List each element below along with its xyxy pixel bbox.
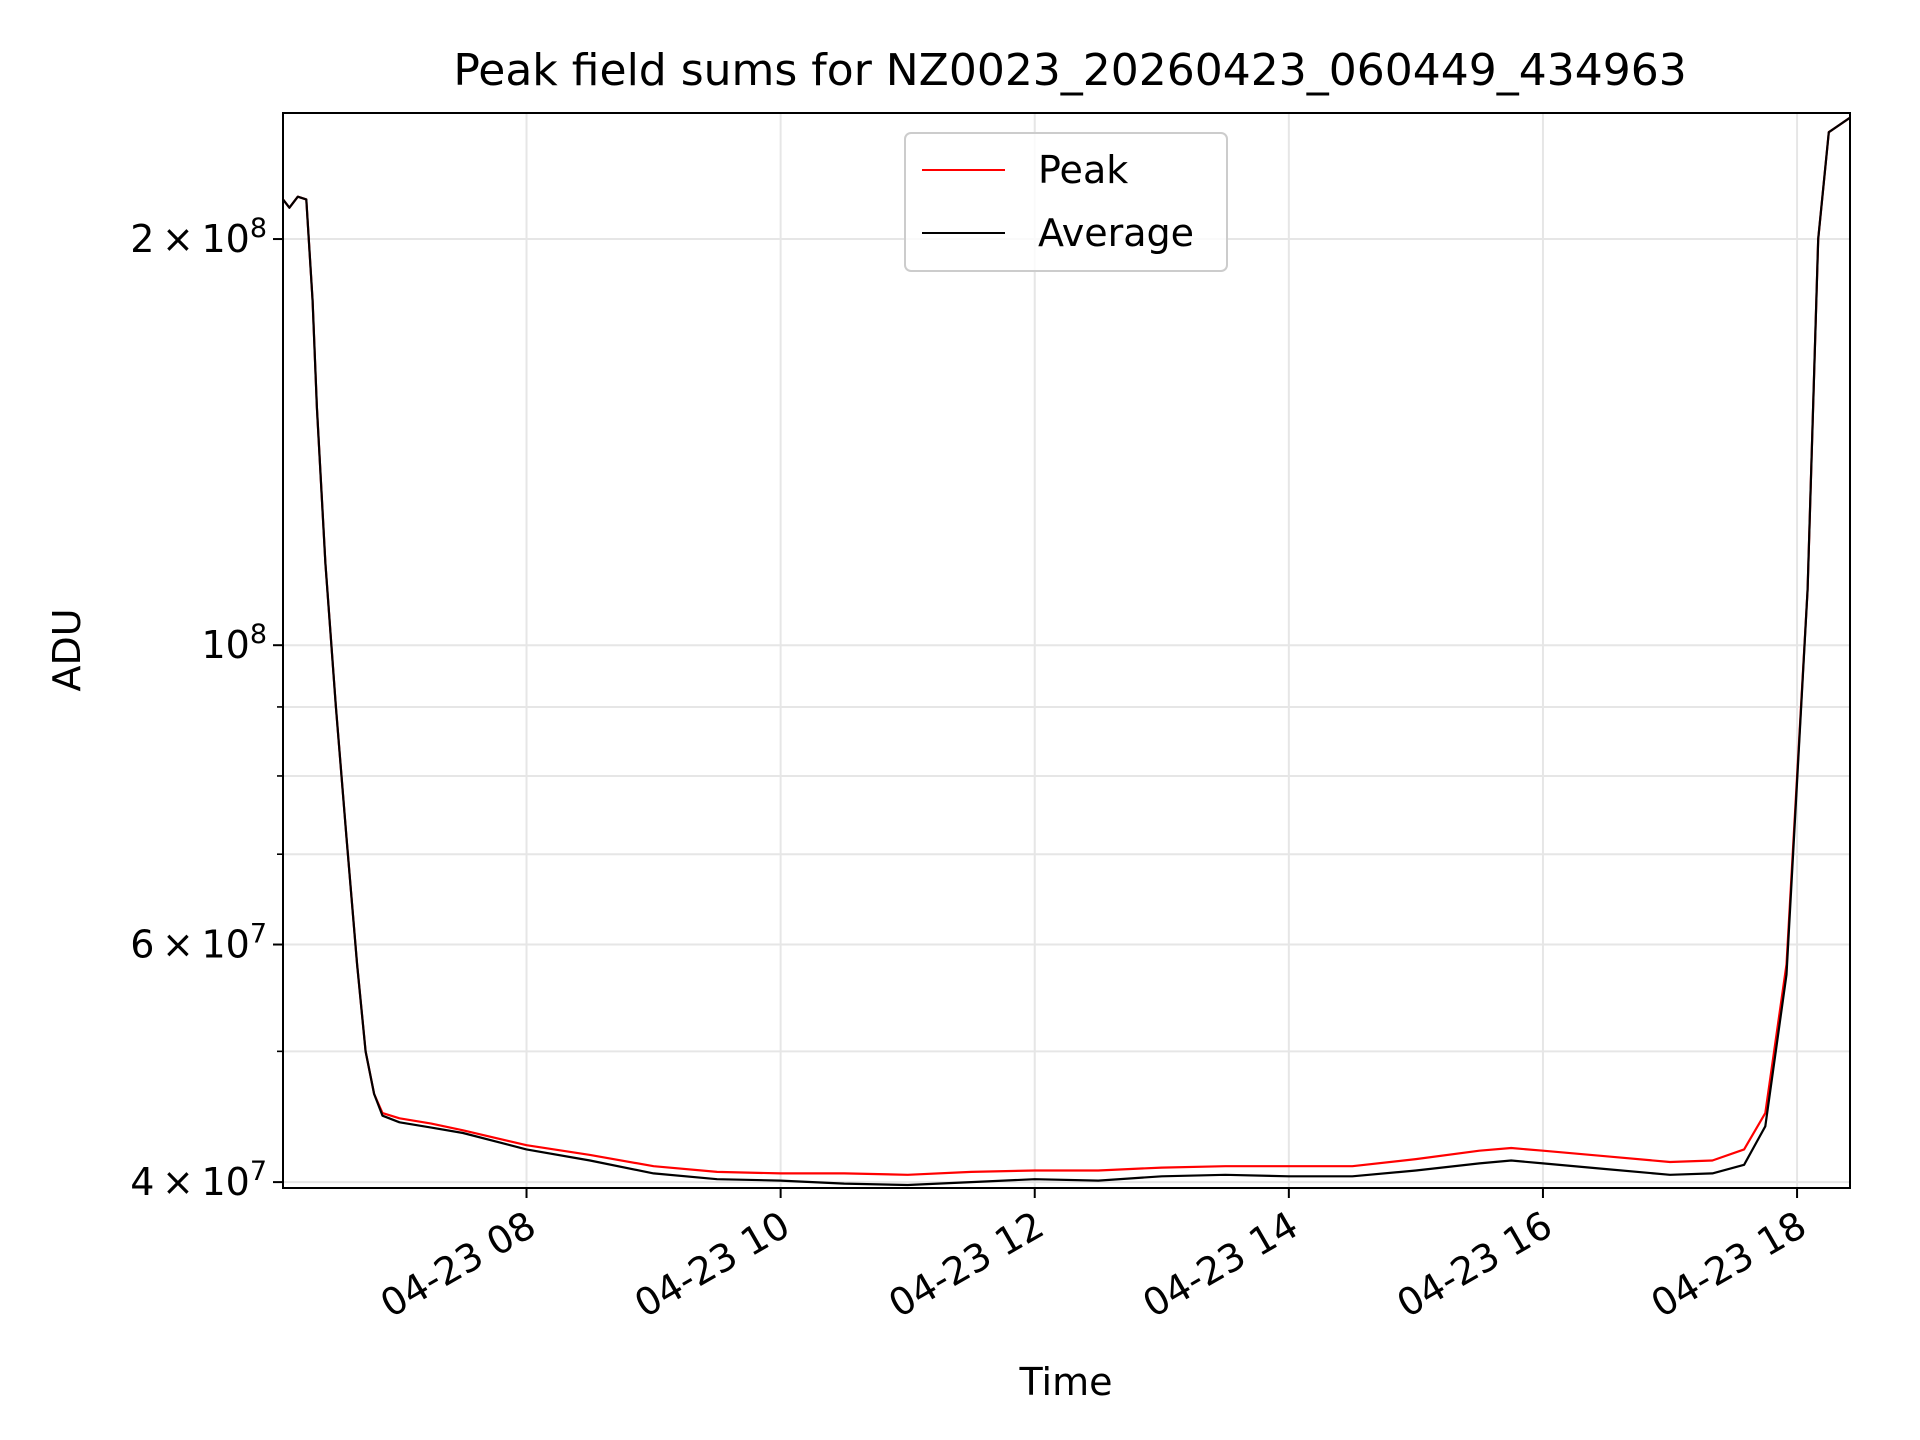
grid-lines [283, 113, 1850, 1188]
y-tick-label: 2 × 108 [130, 213, 267, 261]
series-line-average [282, 116, 1851, 1187]
y-tick-label: 108 [201, 619, 267, 667]
plot-series [282, 116, 1851, 1187]
y-tick-label: 6 × 107 [130, 919, 267, 967]
legend-box [904, 132, 1228, 272]
y-axis-label: ADU [45, 608, 89, 691]
plot-frame [282, 112, 1851, 1189]
y-axis-ticks: 4 × 107 6 × 107 108 2 × 108 [130, 213, 283, 1204]
y-tick-label: 4 × 107 [130, 1156, 267, 1204]
chart-title: Peak field sums for NZ0023_20260423_0604… [453, 45, 1686, 96]
legend-label-peak: Peak [1038, 148, 1128, 192]
legend: Peak Average [904, 132, 1228, 272]
x-axis-label: Time [1019, 1360, 1113, 1404]
legend-label-average: Average [1038, 211, 1194, 255]
